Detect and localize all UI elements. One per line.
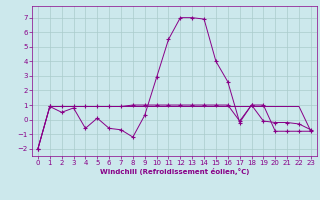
X-axis label: Windchill (Refroidissement éolien,°C): Windchill (Refroidissement éolien,°C) — [100, 168, 249, 175]
